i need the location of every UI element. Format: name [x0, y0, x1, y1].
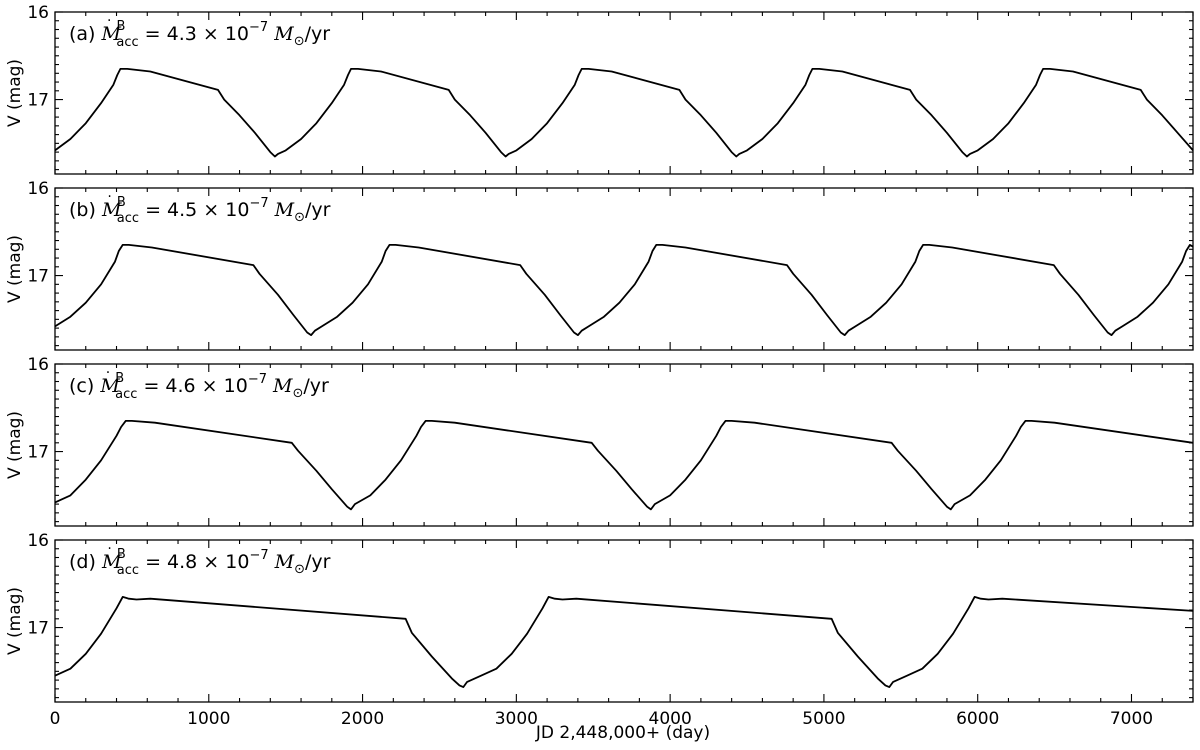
x-tick-label: 6000: [956, 709, 999, 729]
light-curve-b: [54, 244, 1194, 336]
label-exponent: −7: [249, 548, 268, 563]
y-tick-label: 16: [27, 179, 49, 199]
solar-mass-symbol: M: [268, 23, 294, 45]
label-unit: /yr: [305, 23, 331, 45]
y-axis-label: V (mag): [5, 587, 25, 655]
label-exponent: −7: [248, 372, 267, 387]
y-tick-label: 16: [27, 531, 49, 551]
solar-mass-subscript: ⊙: [294, 562, 305, 577]
mdot-symbol: M: [101, 551, 122, 573]
y-tick-label: 17: [27, 267, 49, 287]
superscript-b: B: [117, 547, 126, 562]
superscript-b: B: [115, 371, 124, 386]
subscript-acc: acc: [117, 211, 139, 226]
label-value: = 4.8 × 10: [139, 551, 249, 573]
label-exponent: −7: [249, 196, 268, 211]
panel-label-prefix: (b): [69, 199, 102, 221]
x-tick-label: 4000: [649, 709, 692, 729]
y-tick-label: 17: [27, 91, 49, 111]
label-unit: /yr: [305, 199, 331, 221]
label-value: = 4.5 × 10: [139, 199, 249, 221]
superscript-b: B: [117, 195, 126, 210]
y-tick-label: 16: [27, 355, 49, 375]
label-value: = 4.6 × 10: [137, 375, 247, 397]
panel-label-prefix: (d): [69, 551, 102, 573]
x-tick-label: 2000: [341, 709, 384, 729]
mdot-dot: ·: [106, 365, 110, 381]
mdot-symbol: M: [101, 23, 122, 45]
panel-frame: [54, 363, 1194, 527]
subscript-acc: acc: [116, 35, 138, 50]
light-curve-a: [54, 68, 1194, 158]
panel-frame: [54, 187, 1194, 351]
subscript-acc: acc: [117, 563, 139, 578]
solar-mass-symbol: M: [269, 199, 295, 221]
subscript-acc: acc: [115, 387, 137, 402]
mdot-symbol: M: [99, 375, 120, 397]
label-unit: /yr: [305, 551, 331, 573]
x-tick-label: 0: [50, 709, 61, 729]
light-curve-d: [54, 596, 1194, 688]
mdot-dot: ·: [107, 189, 111, 205]
panel-frame: [54, 11, 1194, 175]
y-tick-label: 17: [27, 619, 49, 639]
x-axis-label: JD 2,448,000+ (day): [535, 723, 710, 743]
x-tick-label: 5000: [802, 709, 845, 729]
panel-label-prefix: (a): [69, 23, 102, 45]
y-axis-label: V (mag): [5, 411, 25, 479]
mdot-symbol: M: [101, 199, 122, 221]
label-unit: /yr: [303, 375, 329, 397]
y-axis-label: V (mag): [5, 59, 25, 127]
solar-mass-symbol: M: [267, 375, 293, 397]
y-tick-label: 17: [27, 443, 49, 463]
solar-mass-subscript: ⊙: [293, 386, 304, 401]
x-tick-label: 1000: [187, 709, 230, 729]
light-curve-c: [54, 420, 1194, 511]
label-exponent: −7: [249, 20, 268, 35]
panel-frame: [54, 539, 1194, 703]
y-axis-label: V (mag): [5, 235, 25, 303]
superscript-b: B: [116, 19, 125, 34]
solar-mass-symbol: M: [269, 551, 295, 573]
solar-mass-subscript: ⊙: [294, 34, 305, 49]
panel-label-prefix: (c): [69, 375, 100, 397]
y-tick-label: 16: [27, 3, 49, 23]
x-tick-label: 7000: [1110, 709, 1153, 729]
mdot-dot: ·: [107, 13, 111, 29]
x-tick-label: 3000: [495, 709, 538, 729]
mdot-dot: ·: [107, 541, 111, 557]
solar-mass-subscript: ⊙: [294, 210, 305, 225]
label-value: = 4.3 × 10: [139, 23, 249, 45]
